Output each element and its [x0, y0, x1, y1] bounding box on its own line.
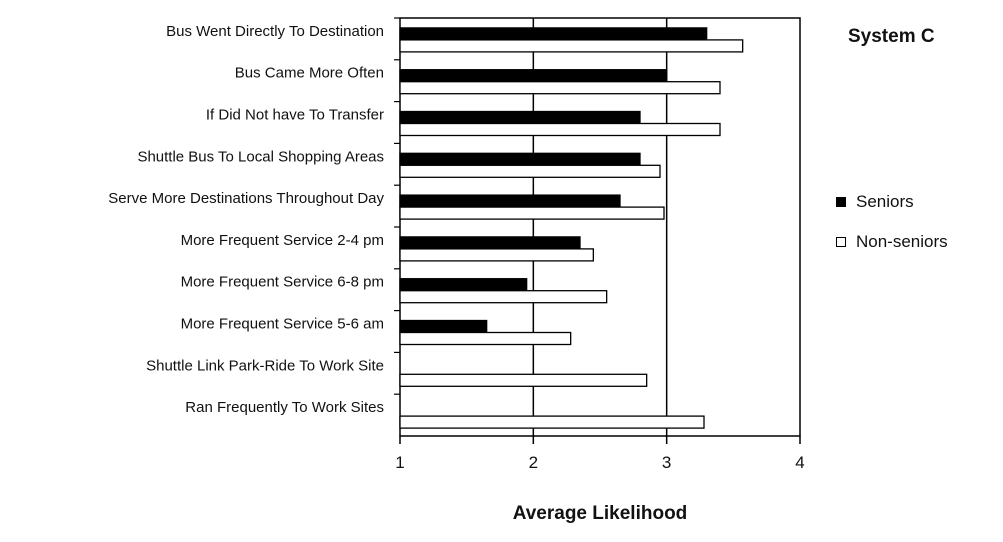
- legend-label-seniors: Seniors: [856, 192, 914, 212]
- category-label: If Did Not have To Transfer: [206, 107, 384, 124]
- x-tick-label: 2: [529, 453, 538, 472]
- bar-seniors: [400, 321, 487, 333]
- bar-non-seniors: [400, 82, 720, 94]
- category-label: More Frequent Service 2-4 pm: [181, 232, 384, 249]
- legend-item-seniors: Seniors: [836, 192, 914, 212]
- bar-non-seniors: [400, 124, 720, 136]
- bar-seniors: [400, 28, 707, 40]
- bar-seniors: [400, 279, 527, 291]
- bar-non-seniors: [400, 207, 664, 219]
- category-label: Serve More Destinations Throughout Day: [108, 190, 384, 207]
- category-label: Shuttle Link Park-Ride To Work Site: [146, 357, 384, 374]
- x-tick-label: 4: [795, 453, 804, 472]
- bar-non-seniors: [400, 333, 571, 345]
- bar-seniors: [400, 70, 667, 82]
- category-label: Bus Came More Often: [235, 65, 384, 82]
- bar-seniors: [400, 195, 620, 207]
- category-label: More Frequent Service 6-8 pm: [181, 274, 384, 291]
- bar-non-seniors: [400, 40, 743, 52]
- legend: Seniors Non-seniors: [830, 190, 1000, 266]
- bar-seniors: [400, 112, 640, 124]
- bar-non-seniors: [400, 291, 607, 303]
- legend-swatch-seniors: [836, 197, 846, 207]
- bar-non-seniors: [400, 374, 647, 386]
- category-label: Shuttle Bus To Local Shopping Areas: [137, 148, 384, 165]
- chart-title: System C: [848, 26, 935, 48]
- x-tick-label: 1: [395, 453, 404, 472]
- category-label: Bus Went Directly To Destination: [166, 23, 384, 40]
- bar-seniors: [400, 153, 640, 165]
- bar-seniors: [400, 237, 580, 249]
- x-axis-label: Average Likelihood: [400, 503, 800, 525]
- legend-item-non-seniors: Non-seniors: [836, 232, 948, 252]
- bar-non-seniors: [400, 249, 593, 261]
- bar-non-seniors: [400, 165, 660, 177]
- legend-swatch-non-seniors: [836, 237, 846, 247]
- bar-non-seniors: [400, 416, 704, 428]
- legend-label-non-seniors: Non-seniors: [856, 232, 948, 252]
- category-label: Ran Frequently To Work Sites: [185, 399, 384, 416]
- category-label: More Frequent Service 5-6 am: [181, 316, 384, 333]
- x-tick-label: 3: [662, 453, 671, 472]
